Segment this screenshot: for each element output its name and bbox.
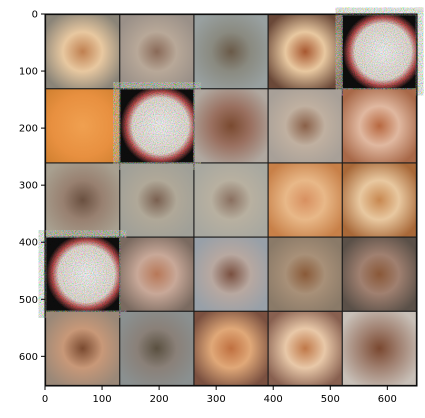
image-tile-r4-c5: [343, 238, 416, 311]
image-tile-r4-c2: [120, 238, 193, 311]
x-tick-label-500: 500: [321, 394, 340, 405]
image-tile-r3-c1: [46, 163, 119, 236]
tile-grid: [45, 14, 417, 386]
image-tile-r4-c4: [269, 238, 342, 311]
image-tile-r2-c4: [269, 89, 342, 162]
image-tile-r5-c3: [194, 312, 267, 385]
image-tile-r2-c2: [120, 89, 193, 162]
y-tick-label-500: 500: [19, 295, 38, 306]
x-tick-label-600: 600: [378, 394, 397, 405]
image-tile-r1-c1: [46, 15, 119, 88]
image-tile-r5-c2: [120, 312, 193, 385]
x-tick-label-300: 300: [207, 394, 226, 405]
image-tile-r3-c5: [343, 163, 416, 236]
image-tile-r1-c5: [343, 15, 416, 88]
image-tile-r3-c2: [120, 163, 193, 236]
y-tick-label-0: 0: [32, 10, 38, 21]
x-axis: 0 100 200 300 400 500 600: [42, 386, 397, 405]
y-tick-label-600: 600: [19, 352, 38, 363]
y-tick-label-400: 400: [19, 238, 38, 249]
image-tile-r4-c3: [194, 238, 267, 311]
image-tile-r5-c1: [46, 312, 119, 385]
image-tile-r2-c5: [343, 89, 416, 162]
y-tick-label-200: 200: [19, 124, 38, 135]
image-tile-r4-c1: [46, 238, 119, 311]
image-tile-r3-c3: [194, 163, 267, 236]
x-tick-label-400: 400: [264, 394, 283, 405]
y-tick-label-100: 100: [19, 67, 38, 78]
image-tile-r1-c4: [269, 15, 342, 88]
image-tile-r5-c5: [343, 312, 416, 385]
x-tick-label-0: 0: [42, 394, 48, 405]
image-tile-r2-c1: [46, 89, 119, 162]
x-tick-label-200: 200: [150, 394, 169, 405]
image-tile-r1-c3: [194, 15, 267, 88]
image-tile-r5-c4: [269, 312, 342, 385]
x-tick-label-100: 100: [93, 394, 112, 405]
image-tile-r3-c4: [269, 163, 342, 236]
y-tick-label-300: 300: [19, 181, 38, 192]
image-tile-r2-c3: [194, 89, 267, 162]
image-tile-r1-c2: [120, 15, 193, 88]
y-axis: 0 100 200 300 400 500 600: [19, 10, 45, 363]
